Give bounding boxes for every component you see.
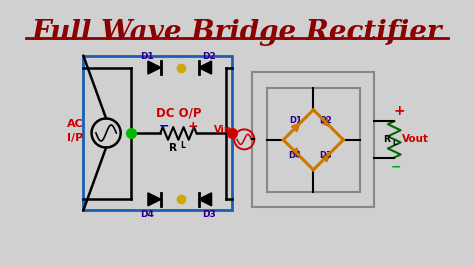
Bar xyxy=(83,56,232,210)
Text: −: − xyxy=(159,120,169,133)
Text: Full Wave Bridge Rectifier: Full Wave Bridge Rectifier xyxy=(32,19,442,46)
Text: D1: D1 xyxy=(140,52,154,61)
Text: D3: D3 xyxy=(319,151,331,160)
Text: +: + xyxy=(394,105,406,118)
Polygon shape xyxy=(199,193,211,206)
Text: D3: D3 xyxy=(202,210,216,219)
Text: D1: D1 xyxy=(290,115,302,124)
Text: Vout: Vout xyxy=(401,134,428,144)
Text: AC: AC xyxy=(67,119,83,129)
Text: D2: D2 xyxy=(202,52,216,61)
Polygon shape xyxy=(148,193,161,206)
Text: Vin: Vin xyxy=(214,125,231,135)
Text: D4: D4 xyxy=(140,210,154,219)
Text: −: − xyxy=(391,160,401,173)
Text: DC O/P: DC O/P xyxy=(155,107,201,120)
Text: D4: D4 xyxy=(288,151,301,160)
Text: L: L xyxy=(392,140,397,146)
Bar xyxy=(253,72,374,207)
Text: R: R xyxy=(383,135,390,144)
Polygon shape xyxy=(148,61,161,74)
Text: R: R xyxy=(169,143,176,152)
Text: I/P: I/P xyxy=(67,134,83,143)
Text: D2: D2 xyxy=(319,115,332,124)
Text: +: + xyxy=(188,120,198,133)
Bar xyxy=(267,88,360,192)
Polygon shape xyxy=(199,61,211,74)
Text: L: L xyxy=(180,141,185,150)
